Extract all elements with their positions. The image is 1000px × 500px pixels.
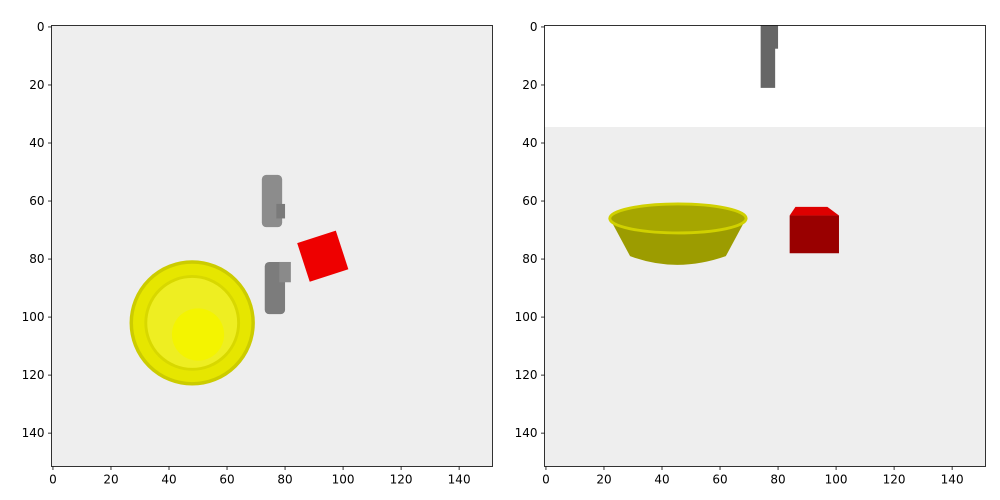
x-tick-label: 100	[332, 473, 355, 487]
y-tick-label: 80	[522, 252, 537, 266]
y-tick-label: 0	[37, 20, 45, 34]
x-tick-label: 100	[825, 473, 848, 487]
axes-frame	[51, 25, 493, 467]
y-tick-label: 20	[29, 78, 44, 92]
x-tick-label: 60	[219, 473, 234, 487]
scene-front-view	[544, 25, 986, 467]
gripper	[760, 25, 776, 88]
red-cube	[297, 230, 349, 282]
y-tick-label: 40	[29, 136, 44, 150]
gripper-part	[279, 261, 291, 283]
y-tick-label: 20	[522, 78, 537, 92]
x-tick-label: 0	[542, 473, 550, 487]
gripper-part	[276, 203, 286, 219]
x-tick-label: 120	[883, 473, 906, 487]
x-tick-label: 0	[49, 473, 57, 487]
bowl-center	[171, 308, 225, 361]
y-tick-label: 140	[515, 426, 538, 440]
floor	[51, 25, 493, 467]
x-tick-label: 80	[277, 473, 292, 487]
axes-frame	[544, 25, 986, 467]
gripper-finger	[261, 174, 283, 228]
x-tick-label: 20	[596, 473, 611, 487]
y-tick-label: 0	[530, 20, 538, 34]
scene-top-view	[51, 25, 493, 467]
y-tick-label: 40	[522, 136, 537, 150]
red-cube-top	[789, 206, 839, 216]
x-tick-label: 40	[161, 473, 176, 487]
x-tick-label: 140	[448, 473, 471, 487]
y-tick-label: 100	[22, 310, 45, 324]
floor	[544, 127, 986, 467]
y-tick-label: 60	[29, 194, 44, 208]
gripper-part	[772, 25, 779, 49]
x-tick-label: 80	[770, 473, 785, 487]
y-tick-label: 140	[22, 426, 45, 440]
x-tick-label: 40	[654, 473, 669, 487]
y-tick-label: 120	[515, 368, 538, 382]
y-tick-label: 60	[522, 194, 537, 208]
y-tick-label: 80	[29, 252, 44, 266]
y-tick-label: 100	[515, 310, 538, 324]
x-tick-label: 140	[941, 473, 964, 487]
panel-image	[544, 25, 986, 467]
red-cube-front	[789, 215, 839, 254]
panel-image	[51, 25, 493, 467]
x-tick-label: 60	[712, 473, 727, 487]
x-tick-label: 20	[103, 473, 118, 487]
x-tick-label: 120	[390, 473, 413, 487]
bowl-rim	[608, 202, 748, 235]
y-tick-label: 120	[22, 368, 45, 382]
